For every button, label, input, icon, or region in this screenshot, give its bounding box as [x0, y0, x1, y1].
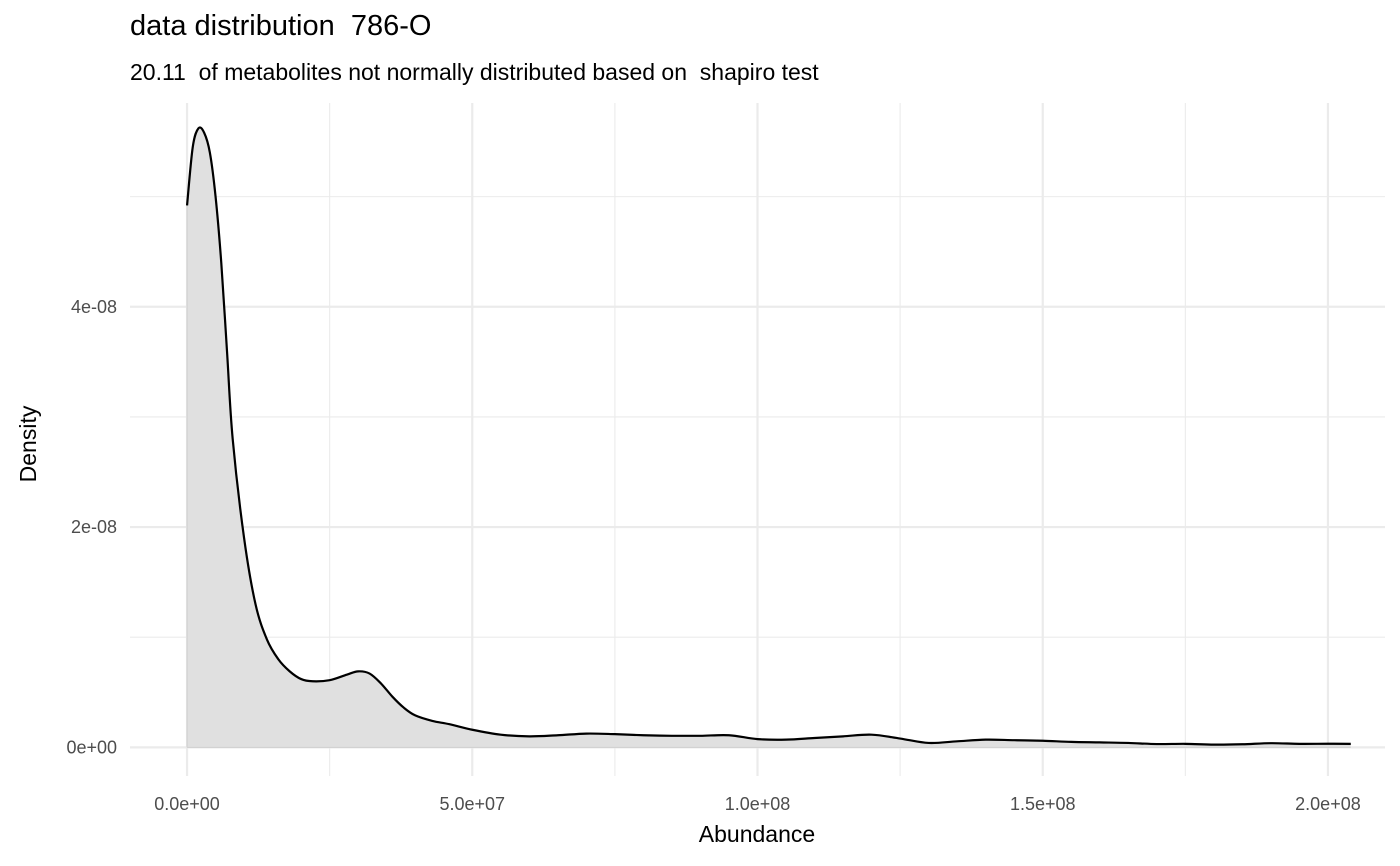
density-area	[187, 127, 1351, 748]
x-tick-label: 2.0e+08	[1295, 794, 1361, 814]
chart-title: data distribution 786-O	[130, 10, 432, 42]
y-tick-labels: 0e+00 2e-08 4e-08	[66, 297, 117, 758]
x-tick-label: 1.5e+08	[1010, 794, 1076, 814]
x-tick-labels: 0.0e+00 5.0e+07 1.0e+08 1.5e+08 2.0e+08	[154, 794, 1360, 814]
x-tick-label: 0.0e+00	[154, 794, 220, 814]
x-tick-label: 1.0e+08	[725, 794, 791, 814]
y-tick-label: 2e-08	[71, 517, 117, 537]
y-tick-label: 0e+00	[66, 737, 117, 757]
x-tick-label: 5.0e+07	[439, 794, 505, 814]
x-axis-title: Abundance	[699, 821, 815, 847]
chart-subtitle: 20.11 of metabolites not normally distri…	[130, 59, 819, 85]
y-axis-title: Density	[15, 405, 41, 482]
series-layer	[185, 126, 1351, 748]
y-tick-label: 4e-08	[71, 297, 117, 317]
density-line	[185, 126, 1351, 746]
major-gridlines	[130, 103, 1385, 776]
